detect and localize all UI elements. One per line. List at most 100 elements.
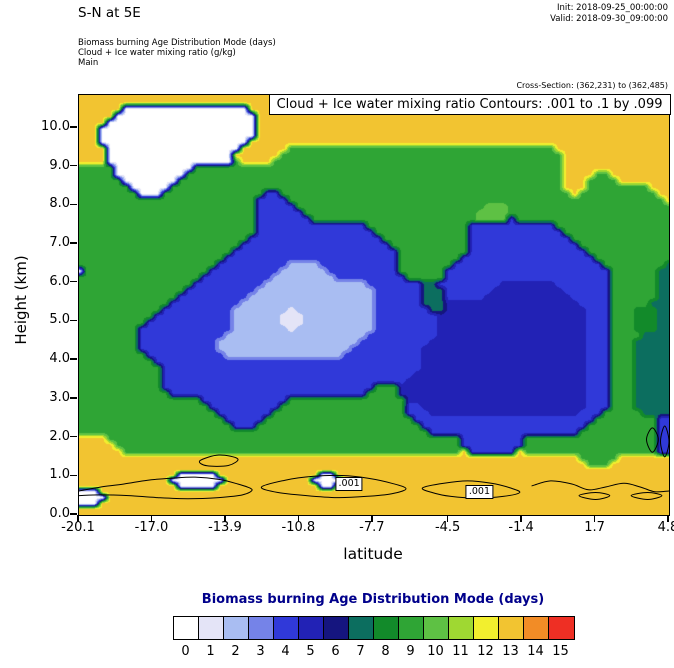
colorbar-cell xyxy=(349,617,374,639)
y-tick-label: 5.0 xyxy=(49,312,70,328)
y-tick-mark xyxy=(70,513,77,515)
y-tick-mark xyxy=(70,358,77,360)
colorbar-value-label: 6 xyxy=(331,644,340,659)
y-tick-label: 4.0 xyxy=(49,351,70,367)
contour-lines-overlay xyxy=(79,425,669,500)
colorbar-value-label: 5 xyxy=(306,644,315,659)
colorbar-cell xyxy=(274,617,299,639)
y-tick-mark xyxy=(70,126,77,128)
colorbar-value-label: 8 xyxy=(381,644,390,659)
contour-label: .001 xyxy=(465,484,494,499)
y-tick-mark xyxy=(70,203,77,206)
colorbar-value-label: 11 xyxy=(452,644,469,659)
colorbar-cell xyxy=(399,617,424,639)
y-tick-mark xyxy=(70,435,77,438)
plot-area: .001 .001 Cloud + Ice water mixing ratio … xyxy=(78,93,671,516)
contour-line xyxy=(260,474,407,499)
colorbar-value-label: 0 xyxy=(181,644,190,659)
colorbar-cell xyxy=(449,617,474,639)
x-axis-title: latitude xyxy=(343,545,403,563)
y-tick-label: 6.0 xyxy=(49,273,70,289)
x-tick-mark xyxy=(224,515,226,522)
colorbar-cell xyxy=(174,617,199,639)
x-tick-mark xyxy=(371,515,373,522)
y-axis-title: Height (km) xyxy=(12,255,30,345)
colorbar-value-label: 15 xyxy=(552,644,569,659)
colorbar-title: Biomass burning Age Distribution Mode (d… xyxy=(201,592,545,607)
contour-line xyxy=(630,492,663,500)
colorbar xyxy=(173,616,575,640)
contour-line xyxy=(198,454,239,467)
x-tick-label: 1.7 xyxy=(584,520,605,535)
legend-line-mode: Biomass burning Age Distribution Mode (d… xyxy=(78,38,276,48)
cross-section-label: Cross-Section: (362,231) to (362,485) xyxy=(516,81,668,90)
x-tick-mark xyxy=(520,515,522,522)
x-tick-mark xyxy=(667,515,669,522)
field-legend: Biomass burning Age Distribution Mode (d… xyxy=(78,38,276,68)
x-tick-mark xyxy=(446,515,449,522)
colorbar-value-label: 4 xyxy=(281,644,290,659)
colorbar-cell xyxy=(374,617,399,639)
contour-line xyxy=(660,425,669,458)
contour-line xyxy=(421,480,521,499)
page-title: S-N at 5E xyxy=(78,5,141,21)
contour-info-box: Cloud + Ice water mixing ratio Contours:… xyxy=(268,93,671,115)
colorbar-cell xyxy=(324,617,349,639)
colorbar-cell xyxy=(299,617,324,639)
legend-line-cloud: Cloud + Ice water mixing ratio (g/kg) xyxy=(78,48,236,58)
y-tick-label: 1.0 xyxy=(49,467,70,483)
contour-line xyxy=(531,480,669,493)
contour-line xyxy=(79,476,253,500)
colorbar-cell xyxy=(474,617,499,639)
legend-line-main: Main xyxy=(78,58,99,68)
valid-time: Valid: 2018-09-30_09:00:00 xyxy=(550,13,668,24)
y-tick-label: 0.0 xyxy=(49,506,70,521)
y-tick-label: 9.0 xyxy=(49,157,70,173)
colorbar-value-label: 2 xyxy=(231,644,240,659)
y-tick-label: 8.0 xyxy=(49,196,70,212)
colorbar-cell xyxy=(199,617,224,639)
x-tick-label: -10.8 xyxy=(281,520,316,535)
x-tick-label: -20.1 xyxy=(61,520,95,535)
contour-label: .001 xyxy=(335,477,363,492)
x-tick-label: -1.4 xyxy=(508,520,534,535)
contour-line xyxy=(578,492,611,500)
colorbar-value-label: 7 xyxy=(356,644,365,659)
x-tick-label: -4.5 xyxy=(434,520,461,535)
contour-line xyxy=(646,427,659,453)
filled-contour-field xyxy=(79,95,669,515)
init-time: Init: 2018-09-25_00:00:00 xyxy=(557,3,668,13)
x-tick-label: -13.9 xyxy=(208,520,242,535)
init-valid-block: Init: 2018-09-25_00:00:00 Valid: 2018-09… xyxy=(550,3,668,24)
x-tick-mark xyxy=(150,515,153,522)
x-tick-label: -7.7 xyxy=(359,520,385,535)
y-tick-label: 2.0 xyxy=(49,428,70,444)
colorbar-cell xyxy=(224,617,249,639)
colorbar-value-label: 10 xyxy=(427,644,444,659)
colorbar-cell xyxy=(549,617,574,639)
colorbar-cell xyxy=(499,617,524,639)
colorbar-cell xyxy=(249,617,274,639)
colorbar-value-label: 3 xyxy=(256,644,265,659)
x-tick-mark xyxy=(593,515,596,522)
y-tick-label: 7.0 xyxy=(49,235,70,251)
colorbar-value-label: 14 xyxy=(527,644,544,659)
colorbar-value-label: 1 xyxy=(206,644,215,659)
x-tick-label: 4.8 xyxy=(657,520,674,535)
colorbar-value-label: 9 xyxy=(406,644,415,659)
y-tick-mark xyxy=(70,474,77,477)
y-tick-mark xyxy=(70,164,77,167)
colorbar-cell xyxy=(524,617,549,639)
y-tick-mark xyxy=(70,397,77,399)
y-tick-mark xyxy=(70,280,77,283)
y-tick-mark xyxy=(70,242,77,244)
x-tick-mark xyxy=(77,515,79,522)
colorbar-value-label: 13 xyxy=(502,644,519,659)
y-tick-label: 3.0 xyxy=(49,389,70,405)
x-tick-mark xyxy=(297,515,300,522)
colorbar-value-label: 12 xyxy=(477,644,494,659)
colorbar-cell xyxy=(424,617,449,639)
x-tick-label: -17.0 xyxy=(134,520,169,535)
y-tick-label: 10.0 xyxy=(41,118,70,134)
